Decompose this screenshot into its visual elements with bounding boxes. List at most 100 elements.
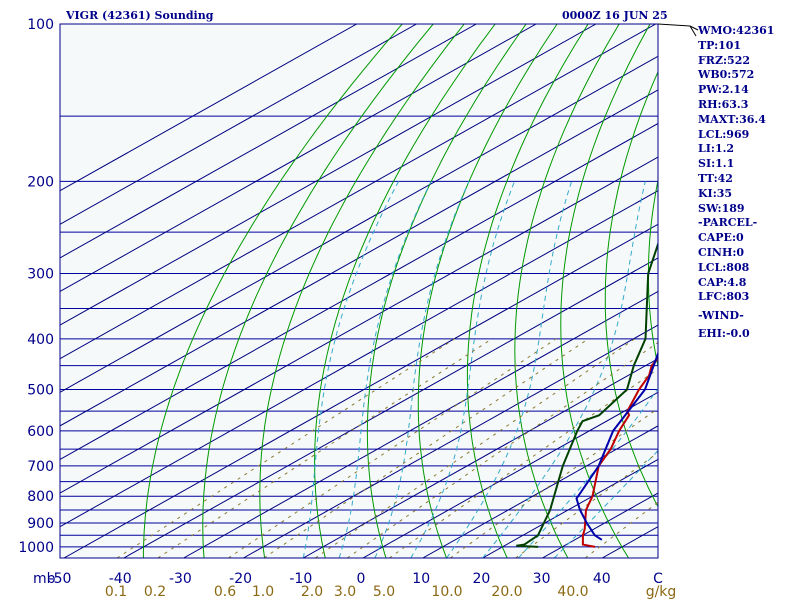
index-item: EHI:-0.0 bbox=[698, 327, 750, 341]
pressure-unit-label: mb bbox=[33, 571, 56, 587]
isotherm-line bbox=[243, 324, 658, 558]
index-item: SW:189 bbox=[698, 201, 745, 215]
moist-adiabat-line bbox=[446, 181, 573, 558]
pressure-tick-label: 700 bbox=[27, 459, 54, 475]
mixing-ratio-tick-label: 3.0 bbox=[334, 584, 356, 600]
dry-adiabat-line bbox=[514, 24, 620, 558]
index-item: WMO:42361 bbox=[698, 24, 775, 37]
mixing-ratio-tick-label: 40.0 bbox=[557, 584, 588, 600]
index-item: TP:101 bbox=[698, 38, 742, 52]
dry-adiabat-line bbox=[417, 24, 558, 558]
mixing-ratio-line bbox=[347, 342, 658, 558]
mixing-ratio-tick-label: 2.0 bbox=[301, 584, 323, 600]
dry-adiabat-line bbox=[259, 24, 465, 558]
wind-barb-staff bbox=[657, 23, 699, 37]
index-item: PW:2.14 bbox=[698, 83, 749, 97]
plot-frame bbox=[59, 23, 659, 559]
isotherm-line bbox=[60, 24, 537, 293]
isotherm-line bbox=[422, 425, 658, 558]
pressure-tick-label: 600 bbox=[27, 424, 54, 440]
mixing-ratio-unit-label: g/kg bbox=[646, 584, 677, 600]
isotherm-line bbox=[63, 223, 658, 558]
moist-adiabat-line bbox=[338, 181, 432, 558]
mixing-ratio-tick-label: 0.6 bbox=[214, 584, 236, 600]
index-item: WB0:572 bbox=[698, 68, 755, 82]
isotherm-line bbox=[60, 24, 656, 360]
dry-adiabat-line bbox=[604, 70, 658, 508]
isotherm-line bbox=[60, 24, 477, 259]
index-item: LFC:803 bbox=[698, 290, 750, 304]
mixing-ratio-line bbox=[450, 407, 658, 558]
index-item: LCL:808 bbox=[698, 260, 750, 274]
index-item: KI:35 bbox=[698, 186, 733, 200]
index-item: SI:1.1 bbox=[698, 157, 735, 171]
dry-adiabat-line bbox=[770, 24, 800, 558]
index-item: FRZ:522 bbox=[698, 53, 751, 67]
mixing-ratio-tick-label: 0.1 bbox=[105, 584, 127, 600]
moist-adiabat-line bbox=[374, 181, 470, 558]
temperature-tick-label: -50 bbox=[49, 571, 72, 587]
isotherm-line bbox=[60, 24, 597, 326]
moist-adiabat-line bbox=[410, 181, 515, 558]
mixing-ratio-line bbox=[515, 452, 658, 558]
pressure-tick-label: 1000 bbox=[18, 540, 54, 556]
isotherm-line bbox=[60, 89, 658, 427]
sounding-indices: WMO:42361 TP:101 FRZ:522 WB0:572 PW:2.14 RH:6… bbox=[698, 24, 774, 342]
pressure-tick-label: 400 bbox=[27, 332, 54, 348]
index-item: -PARCEL- bbox=[698, 216, 758, 230]
mixing-ratio-tick-label: 10.0 bbox=[431, 584, 462, 600]
isotherm-line bbox=[482, 458, 658, 558]
parcel-trace bbox=[575, 350, 658, 541]
isotherm-line bbox=[60, 190, 658, 528]
mixing-ratio-tick-label: 20.0 bbox=[491, 584, 522, 600]
isotherm-line bbox=[60, 24, 417, 225]
temperature-tick-label: -40 bbox=[109, 571, 132, 587]
temperature-tick-label: 20 bbox=[472, 571, 490, 587]
temperature-unit-label: C bbox=[653, 571, 663, 587]
dry-adiabat-line bbox=[202, 24, 434, 558]
pressure-tick-label: 100 bbox=[27, 17, 54, 33]
pressure-tick-label: 900 bbox=[27, 516, 54, 532]
index-item: RH:63.3 bbox=[698, 97, 749, 111]
station-title: VIGR (42361) Sounding bbox=[66, 9, 214, 22]
index-item: TT:42 bbox=[698, 171, 733, 185]
mixing-ratio-line bbox=[584, 501, 658, 558]
mixing-ratio-line bbox=[315, 338, 636, 558]
pressure-tick-label: 300 bbox=[27, 266, 54, 282]
temperature-tick-label: -30 bbox=[169, 571, 192, 587]
dry-adiabat-line bbox=[466, 24, 589, 558]
dewpoint-trace bbox=[516, 241, 658, 548]
isotherm-line bbox=[183, 290, 658, 558]
temperature-tick-label: 40 bbox=[593, 571, 611, 587]
dry-adiabat-line bbox=[366, 24, 527, 558]
mixing-ratio-tick-label: 5.0 bbox=[373, 584, 395, 600]
pressure-tick-label: 800 bbox=[27, 489, 54, 505]
dry-adiabat-line bbox=[560, 24, 651, 558]
temperature-tick-label: 0 bbox=[357, 571, 366, 587]
index-item: LI:1.2 bbox=[698, 142, 735, 156]
moist-adiabat-line bbox=[302, 181, 400, 558]
mixing-ratio-line bbox=[389, 368, 658, 558]
isotherm-line bbox=[123, 257, 658, 558]
mixing-ratio-tick-label: 0.2 bbox=[144, 584, 166, 600]
isotherm-line bbox=[60, 122, 658, 461]
isotherm-line bbox=[60, 55, 658, 393]
isotherm-line bbox=[60, 24, 357, 192]
moist-adiabat-line bbox=[554, 449, 658, 558]
index-item: CAP:4.8 bbox=[698, 275, 747, 289]
isotherm-line bbox=[362, 391, 658, 558]
temperature-tick-label: 30 bbox=[533, 571, 551, 587]
isotherm-line bbox=[302, 358, 658, 558]
index-item: LCL:969 bbox=[698, 127, 750, 141]
index-item: -WIND- bbox=[698, 309, 744, 323]
mixing-ratio-tick-label: 1.0 bbox=[252, 584, 274, 600]
pressure-tick-label: 200 bbox=[27, 174, 54, 190]
moist-adiabat-line bbox=[482, 181, 646, 558]
index-item: CAPE:0 bbox=[698, 231, 744, 245]
isotherm-line bbox=[60, 156, 658, 494]
temperature-tick-label: -20 bbox=[229, 571, 252, 587]
index-item: CINH:0 bbox=[698, 245, 745, 259]
temperature-tick-label: -10 bbox=[289, 571, 312, 587]
valid-time: 0000Z 16 JUN 25 bbox=[562, 9, 668, 22]
